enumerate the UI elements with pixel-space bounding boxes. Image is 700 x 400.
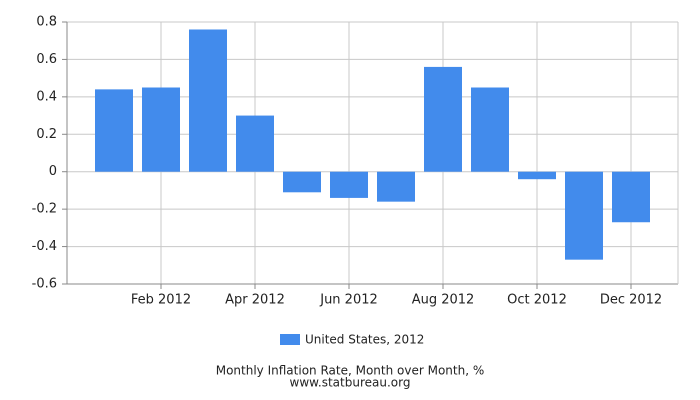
y-tick-label: 0.8 (36, 15, 57, 30)
x-tick-label: Aug 2012 (412, 293, 475, 308)
y-tick-label: 0.4 (36, 89, 57, 104)
y-tick-label: -0.2 (32, 202, 57, 217)
bar (142, 87, 180, 172)
y-tick-label: 0.2 (36, 127, 57, 142)
x-tick-label: Dec 2012 (600, 293, 662, 308)
legend-swatch (280, 334, 300, 345)
bar (377, 171, 415, 202)
bar (283, 171, 321, 193)
legend-label: United States, 2012 (305, 333, 424, 347)
bar (612, 171, 650, 223)
bar (189, 29, 227, 172)
y-tick-label: -0.4 (32, 239, 57, 254)
x-tick-label: Oct 2012 (507, 293, 567, 308)
y-tick-label: 0.6 (36, 52, 57, 67)
bar (518, 171, 556, 180)
y-tick-label: -0.6 (32, 277, 57, 292)
bar (424, 66, 462, 172)
chart-title: Monthly Inflation Rate, Month over Month… (216, 364, 485, 378)
bar (95, 89, 133, 172)
x-tick-label: Feb 2012 (131, 293, 191, 308)
bar (565, 171, 603, 260)
bar (330, 171, 368, 198)
x-tick-label: Apr 2012 (225, 293, 285, 308)
bar (471, 87, 509, 172)
y-tick-label: 0 (49, 164, 57, 179)
source: www.statbureau.org (290, 376, 411, 390)
bar (236, 115, 274, 172)
x-tick-label: Jun 2012 (319, 293, 378, 308)
